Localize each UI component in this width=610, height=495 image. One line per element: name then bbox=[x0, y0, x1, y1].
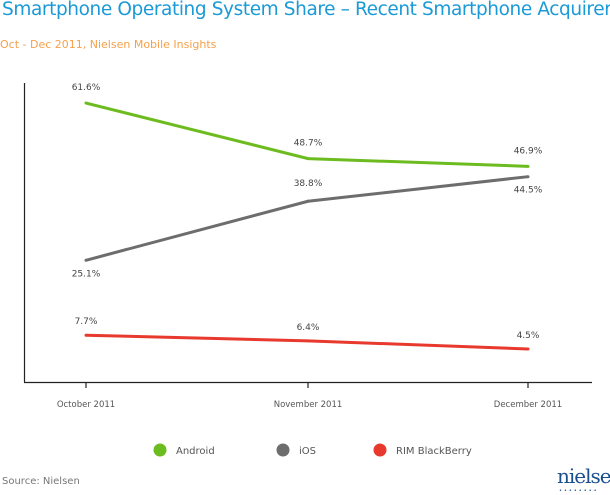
data-point bbox=[84, 258, 88, 262]
data-point bbox=[526, 164, 530, 168]
data-label: 61.6% bbox=[72, 83, 101, 93]
chart-title: Smartphone Operating System Share – Rece… bbox=[2, 0, 610, 20]
x-tick-label: October 2011 bbox=[57, 400, 115, 410]
data-label: 7.7% bbox=[75, 317, 98, 327]
data-label: 4.5% bbox=[517, 331, 540, 341]
series-line-rim-blackberry bbox=[85, 333, 529, 351]
legend-swatch bbox=[276, 443, 290, 457]
chart-svg: October 2011 November 2011 December 2011 6… bbox=[23, 83, 592, 457]
data-label: 44.5% bbox=[514, 186, 543, 196]
x-tick-label: November 2011 bbox=[274, 400, 343, 410]
nielsen-logo: nielsen bbox=[557, 464, 610, 488]
legend-label: Android bbox=[176, 446, 215, 457]
data-label: 25.1% bbox=[72, 269, 101, 279]
data-point bbox=[306, 199, 310, 203]
x-tick-label: December 2011 bbox=[494, 400, 562, 410]
data-point bbox=[84, 333, 88, 337]
series-line-android bbox=[85, 101, 529, 168]
chart-subtitle: Oct - Dec 2011, Nielsen Mobile Insights bbox=[0, 38, 217, 51]
data-label: 38.8% bbox=[294, 179, 323, 189]
data-point bbox=[526, 347, 530, 351]
legend-swatch bbox=[153, 443, 167, 457]
nielsen-logo-dots: •••••••• bbox=[559, 488, 599, 494]
data-label: 48.7% bbox=[294, 139, 323, 149]
legend-label: iOS bbox=[299, 446, 316, 457]
data-label: 6.4% bbox=[297, 323, 320, 333]
data-point bbox=[306, 339, 310, 343]
data-point bbox=[526, 175, 530, 179]
legend-swatch bbox=[373, 443, 387, 457]
data-point bbox=[306, 157, 310, 161]
data-point bbox=[84, 101, 88, 105]
legend-label: RIM BlackBerry bbox=[396, 446, 472, 457]
data-label: 46.9% bbox=[514, 146, 543, 156]
source-note: Source: Nielsen bbox=[2, 476, 80, 487]
